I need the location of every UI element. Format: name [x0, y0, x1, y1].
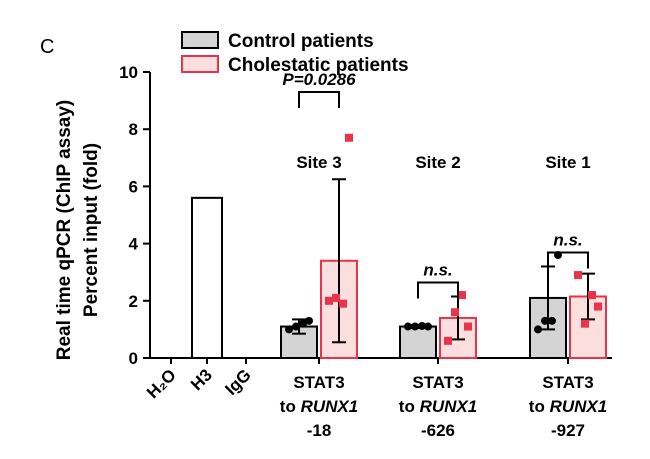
- control-data-point: [534, 325, 542, 334]
- y-axis-label-line-2: Percent input (fold): [81, 143, 102, 317]
- y-tick-label: 2: [129, 292, 138, 311]
- x-group-label-prefix: to: [280, 397, 301, 416]
- cholestatic-data-point: [339, 299, 347, 308]
- x-group-label-prefix: to: [529, 397, 550, 416]
- cholestatic-data-point: [594, 302, 602, 311]
- x-group-label-line-2: to RUNX1: [529, 397, 607, 416]
- x-tick-label: IgG: [221, 365, 254, 398]
- x-group-label-gene: RUNX1: [301, 397, 359, 416]
- significance-label: P=0.0286: [282, 70, 356, 89]
- x-group-label-gene: RUNX1: [420, 397, 478, 416]
- x-group-label-line-1: STAT3: [293, 373, 344, 392]
- x-group-label-line-3: -927: [551, 421, 585, 440]
- x-group-label-line-2: to RUNX1: [399, 397, 477, 416]
- x-group-label-line-2: to RUNX1: [280, 397, 358, 416]
- control-data-point: [418, 321, 426, 330]
- site-label: Site 3: [296, 153, 341, 172]
- x-group-label-line-1: STAT3: [412, 373, 463, 392]
- x-group-label-line-1: STAT3: [542, 373, 593, 392]
- control-data-point: [305, 316, 313, 325]
- cholestatic-data-point: [325, 296, 333, 305]
- cholestatic-data-point: [458, 291, 466, 300]
- panel-label: C: [40, 36, 54, 58]
- control-data-point: [292, 322, 300, 331]
- x-group-label-line-3: -626: [421, 421, 455, 440]
- significance-bracket: [547, 251, 589, 269]
- y-tick-label: 6: [129, 177, 138, 196]
- control-data-point: [299, 319, 307, 328]
- y-tick-label: 10: [119, 63, 138, 82]
- cholestatic-data-point: [332, 293, 340, 302]
- x-group-label-gene: RUNX1: [550, 397, 608, 416]
- control-data-point: [404, 322, 412, 331]
- site-label: Site 1: [545, 153, 590, 172]
- plot-area: P=0.0286 Site 3 n.s. Site 2 n.s. Site 1: [170, 70, 607, 364]
- significance-label: n.s.: [423, 261, 452, 280]
- y-axis-label-line-1: Real time qPCR (ChIP assay): [54, 100, 75, 360]
- y-axis-label: Real time qPCR (ChIP assay) Percent inpu…: [54, 100, 102, 360]
- significance-bracket: [417, 281, 459, 299]
- significance-bracket: [298, 91, 340, 109]
- legend-swatch: [181, 55, 219, 73]
- x-tick-label: H3: [187, 365, 216, 394]
- legend: Control patients Cholestatic patients: [181, 31, 409, 76]
- cholestatic-data-point: [444, 336, 452, 345]
- control-bar: [191, 196, 223, 359]
- significance-label: n.s.: [553, 230, 582, 249]
- control-data-point: [541, 316, 549, 325]
- cholestatic-data-point: [451, 308, 459, 317]
- legend-label: Control patients: [228, 31, 374, 52]
- cholestatic-data-point: [464, 322, 472, 331]
- control-bar: [399, 325, 437, 360]
- x-group-label-line-3: -18: [307, 421, 332, 440]
- x-tick-label: H₂O: [143, 365, 180, 402]
- control-data-point: [548, 316, 556, 325]
- y-tick-label: 8: [129, 120, 138, 139]
- cholestatic-data-point: [574, 271, 582, 280]
- x-axis-labels: H₂O H3 IgG STAT3 to RUNX1 -18 STAT3 to RUNX1 -62…: [143, 365, 607, 440]
- control-data-point: [424, 322, 432, 331]
- legend-swatch: [181, 31, 219, 49]
- cholestatic-data-point: [581, 319, 589, 328]
- cholestatic-data-point: [345, 133, 353, 142]
- legend-label: Cholestatic patients: [228, 55, 409, 76]
- x-group-label-prefix: to: [399, 397, 420, 416]
- site-label: Site 2: [415, 153, 460, 172]
- control-data-point: [285, 325, 293, 334]
- y-tick-label: 4: [129, 235, 139, 254]
- y-tick-label: 0: [129, 349, 138, 368]
- cholestatic-data-point: [588, 291, 596, 300]
- control-data-point: [411, 322, 419, 331]
